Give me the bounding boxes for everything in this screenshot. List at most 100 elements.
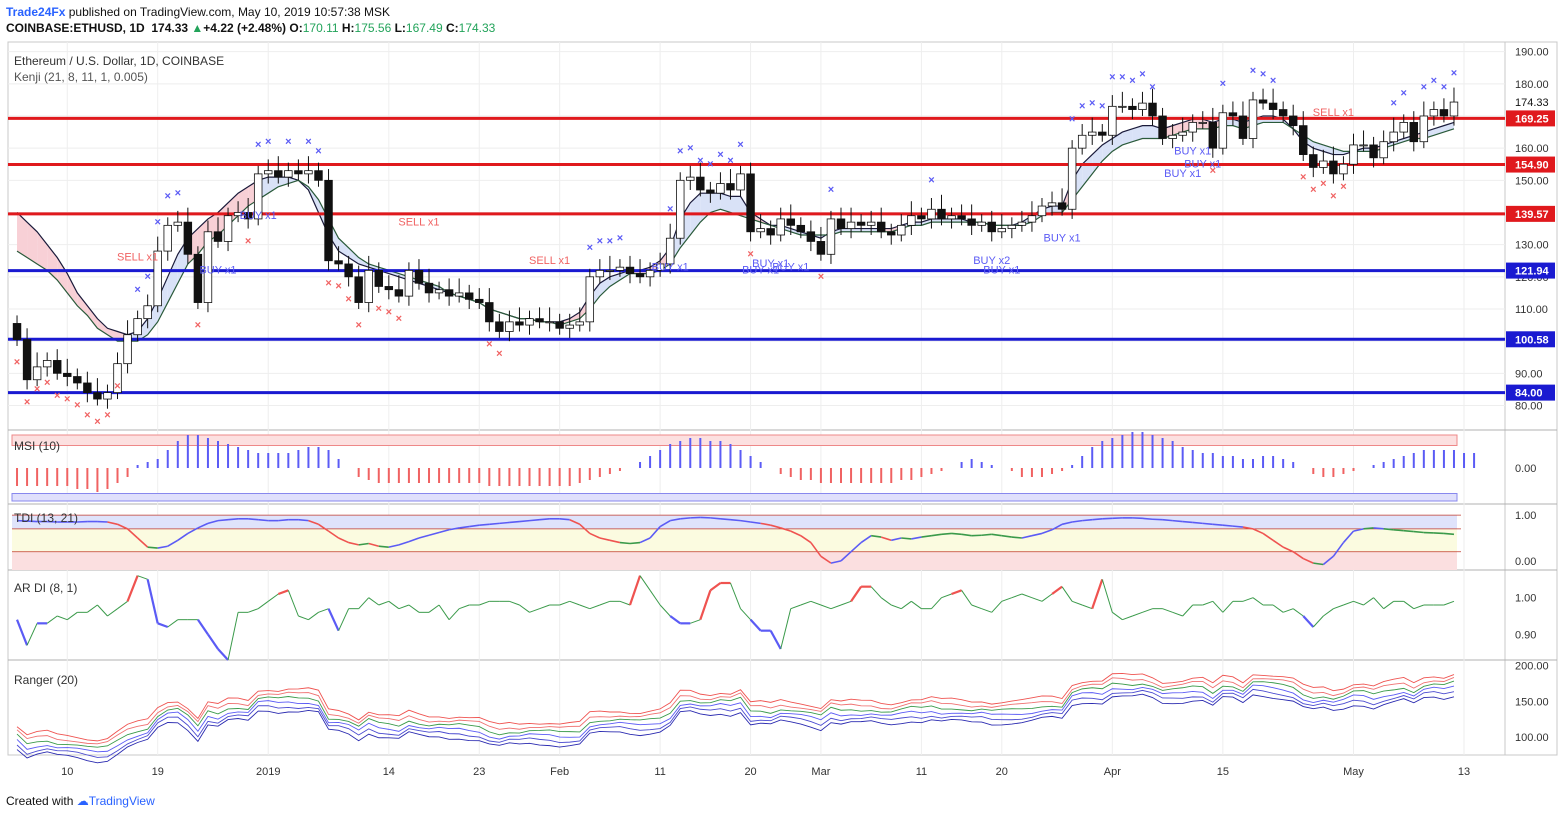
candle-body — [1108, 105, 1117, 136]
ardi-segment — [428, 604, 440, 613]
candle-body — [907, 215, 916, 226]
ardi-segment — [408, 604, 420, 613]
bull-marker: × — [1401, 88, 1407, 100]
candle-body — [475, 298, 484, 303]
x-tick-label: 2019 — [256, 766, 280, 778]
ardi-segment — [740, 608, 751, 621]
candle-body — [555, 321, 564, 329]
candle-body — [1128, 105, 1137, 110]
tdi-segment — [780, 527, 792, 532]
candle-body — [1339, 163, 1348, 175]
tdi-segment — [258, 518, 269, 522]
candle-body — [1319, 160, 1328, 168]
ardi-segment — [529, 608, 540, 613]
tradingview-link[interactable]: TradingView — [88, 794, 155, 808]
candle-body — [424, 282, 434, 294]
msi-lower-zone — [11, 493, 1458, 502]
tdi-segment — [1393, 528, 1404, 532]
ardi-segment — [1182, 604, 1194, 617]
candle-body — [1409, 122, 1418, 143]
chart-canvas[interactable]: 10 19 2019 14 23 Feb 11 20 Mar 11 20 Apr 15 May 13 80.0… — [0, 0, 1565, 790]
tdi-segment — [680, 517, 691, 520]
ardi-segment — [1082, 604, 1093, 610]
bull-marker: × — [737, 139, 743, 151]
tdi-segment — [348, 541, 359, 546]
ardi-segment — [749, 618, 762, 632]
tdi-segment — [459, 525, 470, 529]
tdi-segment — [338, 537, 349, 544]
ardi-segment — [699, 589, 712, 621]
ardi-segment — [1292, 608, 1304, 617]
candle-body — [1449, 101, 1459, 117]
candle-body — [1309, 154, 1318, 168]
candle-body — [957, 215, 966, 220]
open-value: 170.11 — [302, 21, 339, 35]
tdi-segment — [157, 545, 168, 549]
ardi-segment — [1122, 615, 1133, 621]
ardi-segment — [1202, 600, 1213, 606]
publish-info: published on TradingView.com, May 10, 20… — [68, 5, 391, 19]
candle-body — [1067, 147, 1077, 210]
candle-body — [1037, 205, 1047, 217]
level-tag — [1506, 110, 1555, 127]
bull-marker: × — [1129, 75, 1135, 87]
kenji-cloud-segment — [268, 177, 279, 194]
y-tick-label: 180.00 — [1515, 79, 1549, 91]
msi-title: MSI (10) — [14, 439, 60, 453]
candle-body — [133, 318, 142, 336]
tdi-segment — [840, 551, 852, 562]
symbol-label: COINBASE:ETHUSD, 1D — [6, 21, 145, 35]
tdi-segment — [1313, 562, 1324, 566]
tdi-tick-label: 1.00 — [1515, 510, 1536, 522]
sell-signal-label: SELL x1 — [1313, 107, 1354, 119]
buy-signal-label: BUY x1 — [742, 265, 779, 277]
bull-marker: × — [607, 236, 613, 248]
level-tag — [1506, 156, 1555, 173]
bull-marker: × — [154, 216, 160, 228]
bear-marker: × — [747, 249, 753, 261]
candle-body — [324, 179, 333, 262]
candle-body — [354, 276, 363, 303]
kenji-cloud-segment — [1092, 144, 1103, 174]
ardi-segment — [1363, 597, 1374, 606]
ardi-segment — [358, 597, 370, 610]
candle-body — [686, 176, 695, 181]
buy-signal-label: BUY x2 — [973, 255, 1010, 267]
tdi-segment — [358, 542, 369, 546]
x-tick-label: 11 — [654, 766, 665, 778]
bear-marker: × — [386, 306, 392, 318]
ardi-segment — [669, 615, 681, 625]
publisher-brand[interactable]: Trade24Fx — [6, 5, 66, 19]
tdi-segment — [519, 519, 530, 523]
tdi-lower-zone — [12, 551, 1457, 570]
tdi-segment — [509, 520, 520, 524]
candle-body — [1188, 122, 1197, 133]
tdi-segment — [941, 532, 952, 536]
candle-body — [22, 339, 32, 381]
ardi-segment — [840, 600, 852, 606]
candle-body — [374, 269, 383, 287]
x-tick-label: May — [1343, 766, 1364, 778]
ardi-segment — [628, 575, 642, 606]
tdi-segment — [710, 517, 721, 520]
tdi-segment — [871, 534, 882, 538]
level-label: 100.58 — [1515, 334, 1549, 346]
candle-body — [917, 215, 926, 220]
ardi-segment — [1142, 608, 1153, 613]
ardi-segment — [398, 604, 410, 610]
kenji-cloud-segment — [157, 276, 168, 322]
bull-marker: × — [1270, 75, 1276, 87]
ardi-segment — [709, 582, 722, 592]
ardi-segment — [1323, 608, 1334, 617]
ardi-segment — [1373, 597, 1385, 610]
candle-body — [1077, 134, 1087, 149]
candle-body — [93, 392, 102, 400]
tdi-segment — [499, 521, 510, 525]
candle-body — [1158, 115, 1167, 139]
kenji-cloud-segment — [790, 228, 801, 235]
tdi-segment — [991, 533, 1002, 537]
bear-marker: × — [1300, 171, 1306, 183]
candle-body — [123, 334, 132, 365]
msi-tick-label: 0.00 — [1515, 463, 1536, 475]
ranger-band-line — [16, 688, 1455, 758]
